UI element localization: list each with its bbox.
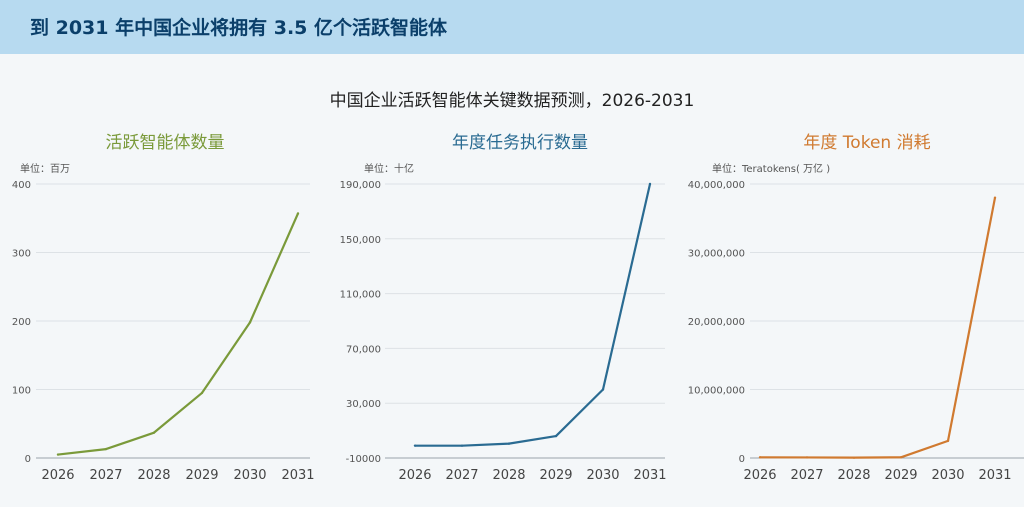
y-tick-label: 300: [12, 249, 31, 260]
y-tick-label: 100: [12, 386, 31, 397]
data-point: [805, 456, 809, 459]
header-banner: 到 2031 年中国企业将拥有 3.5 亿个活跃智能体: [0, 0, 1024, 54]
x-tick-label: 2027: [89, 468, 122, 483]
y-tick-label: 200: [12, 317, 31, 328]
x-tick-label: 2026: [41, 468, 74, 483]
series-line: [759, 197, 997, 459]
chart-panel-annual-tasks: 年度任务执行数量 单位：十亿 -10000 30,000 70,000 110,000…: [340, 120, 680, 500]
x-tick-label: 2029: [884, 468, 917, 483]
y-tick-label: 150,000: [340, 235, 381, 246]
data-point: [104, 447, 108, 451]
series-line: [415, 183, 652, 447]
y-tick-label: 70,000: [346, 344, 381, 355]
data-point: [56, 453, 60, 456]
chart-title: 年度 Token 消耗: [803, 133, 931, 153]
series-line: [57, 213, 300, 456]
y-tick-label: 30,000: [346, 399, 381, 410]
x-tick-label: 2031: [281, 468, 314, 483]
y-tick-label: -10000: [346, 454, 381, 465]
data-point: [554, 434, 558, 438]
y-tick-label: 40,000,000: [688, 180, 745, 191]
chart-title: 活跃智能体数量: [105, 133, 225, 153]
data-point: [946, 439, 950, 443]
x-tick-label: 2029: [539, 468, 572, 483]
data-point: [413, 444, 417, 447]
x-tick-label: 2027: [445, 468, 478, 483]
data-point: [248, 321, 252, 324]
x-tick-label: 2029: [185, 468, 218, 483]
chart-panel-token-consumption: 年度 Token 消耗 单位：Teratokens( 万亿 ) 0 10,000,…: [688, 120, 1024, 500]
unit-label: 单位：Teratokens( 万亿 ): [712, 164, 831, 175]
data-point: [296, 212, 300, 215]
unit-label: 单位：百万: [20, 164, 70, 175]
x-tick-label: 2027: [790, 468, 823, 483]
data-point: [648, 182, 652, 186]
y-tick-label: 0: [739, 454, 745, 465]
chart-title: 年度任务执行数量: [452, 133, 588, 153]
line-chart-token-consumption: 0 10,000,000 20,000,000 30,000,000 40,000,00…: [688, 180, 1024, 483]
banner-title: 到 2031 年中国企业将拥有 3.5 亿个活跃智能体: [30, 17, 447, 39]
y-tick-label: 110,000: [340, 290, 381, 301]
data-point: [152, 431, 156, 434]
x-tick-label: 2028: [492, 468, 525, 483]
x-tick-label: 2030: [233, 468, 266, 483]
data-point: [601, 388, 605, 391]
data-point: [899, 456, 903, 459]
x-tick-label: 2030: [586, 468, 619, 483]
chart-panel-active-agents: 活跃智能体数量 单位：百万 0 100 200 300 400 2026 2027 2028 2…: [0, 120, 330, 500]
y-tick-label: 20,000,000: [688, 317, 745, 328]
x-tick-label: 2030: [931, 468, 964, 483]
y-tick-label: 30,000,000: [688, 249, 745, 260]
line-chart-annual-tasks: -10000 30,000 70,000 110,000 150,000 190,000 2…: [340, 180, 667, 483]
x-tick-label: 2026: [398, 468, 431, 483]
y-tick-label: 190,000: [340, 180, 381, 191]
y-tick-label: 0: [25, 454, 31, 465]
unit-label: 单位：十亿: [364, 164, 414, 175]
x-tick-label: 2028: [837, 468, 870, 483]
line-chart-active-agents: 0 100 200 300 400 2026 2027 2028 2029 2030 2031: [12, 180, 315, 483]
data-point: [993, 196, 997, 199]
y-tick-label: 10,000,000: [688, 386, 745, 397]
data-point: [507, 442, 511, 445]
x-tick-label: 2028: [137, 468, 170, 483]
x-tick-label: 2031: [633, 468, 666, 483]
x-tick-label: 2031: [978, 468, 1011, 483]
data-point: [200, 391, 204, 395]
x-tick-label: 2026: [743, 468, 776, 483]
data-point: [852, 456, 856, 459]
data-point: [460, 444, 464, 447]
y-tick-label: 400: [12, 180, 31, 191]
main-title: 中国企业活跃智能体关键数据预测，2026-2031: [329, 91, 695, 111]
data-point: [758, 456, 762, 459]
